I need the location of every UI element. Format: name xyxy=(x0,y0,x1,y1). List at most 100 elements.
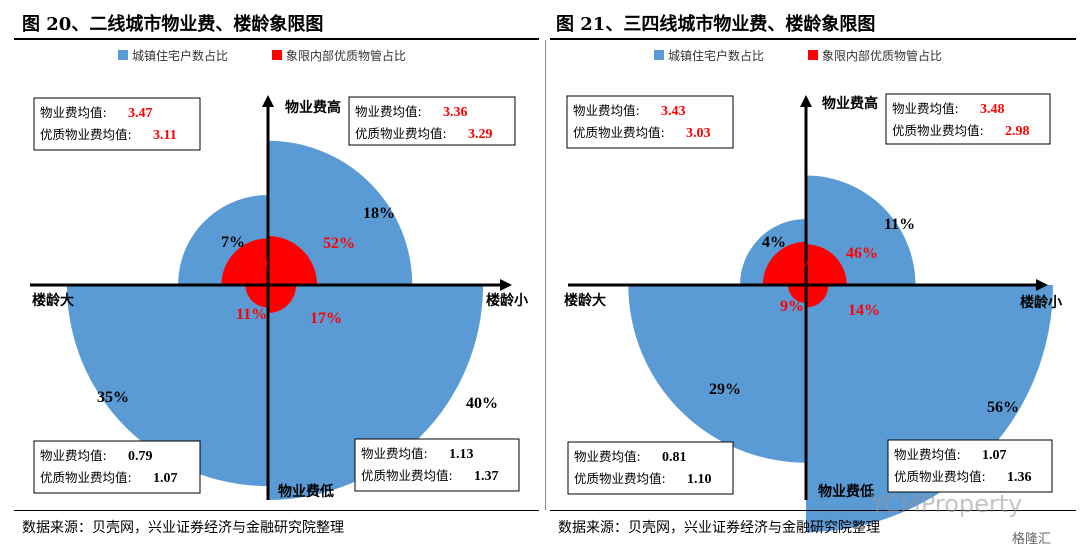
fee-box-frame xyxy=(33,440,201,494)
fee-label: 物业费均值: xyxy=(892,101,959,116)
quality-label-top-left: 52% xyxy=(782,256,814,273)
legend-swatch-quality xyxy=(808,50,818,60)
quality-fee-label: 优质物业费均值: xyxy=(573,125,665,140)
share-label-top-right: 18% xyxy=(363,205,395,222)
quality-fee-value: 3.03 xyxy=(686,126,711,141)
fee-value: 1.13 xyxy=(449,447,474,462)
quality-fee-label: 优质物业费均值: xyxy=(894,469,986,484)
axis-label-fee-high: 物业费高 xyxy=(822,95,878,112)
quality-label-top-left: 47% xyxy=(237,253,269,270)
quality-label-bottom-left: 9% xyxy=(780,298,804,315)
y-axis-arrow xyxy=(262,95,274,107)
share-label-bottom-right: 40% xyxy=(466,395,498,412)
fee-value: 0.79 xyxy=(128,449,153,464)
axis-label-fee-low: 物业费低 xyxy=(818,483,874,500)
axis-label-age-new: 楼龄小 xyxy=(1020,294,1062,311)
fee-value: 3.36 xyxy=(443,105,468,120)
title-rule xyxy=(14,38,539,40)
chart-title: 图 20、二线城市物业费、楼龄象限图 xyxy=(22,14,324,35)
quality-label-top-right: 46% xyxy=(846,245,878,262)
legend-label-share: 城镇住宅户数占比 xyxy=(132,48,228,63)
quality-fee-label: 优质物业费均值: xyxy=(355,126,447,141)
quality-fee-value: 2.98 xyxy=(1005,124,1030,139)
share-label-top-right: 11% xyxy=(884,216,915,233)
share-label-bottom-left: 35% xyxy=(97,389,129,406)
watermark-brand: YCMProperty xyxy=(870,490,1023,518)
quality-sector-bottom-right xyxy=(806,285,829,308)
fee-value: 3.47 xyxy=(128,106,153,121)
fee-label: 物业费均值: xyxy=(573,103,640,118)
fee-box-frame xyxy=(885,93,1051,145)
quality-fee-label: 优质物业费均值: xyxy=(361,468,453,483)
share-label-top-left: 7% xyxy=(221,234,245,251)
fee-box-frame xyxy=(33,97,201,151)
quality-fee-value: 1.37 xyxy=(474,469,499,484)
legend: 城镇住宅户数占比 象限内部优质物管占比 xyxy=(654,48,942,63)
watermark-corner: 格隆汇 xyxy=(1012,532,1052,547)
source-note: 数据来源：贝壳网，兴业证券经济与金融研究院整理 xyxy=(558,520,880,536)
fee-value: 1.07 xyxy=(982,448,1007,463)
x-axis-arrow xyxy=(500,279,512,291)
axis-label-age-new: 楼龄小 xyxy=(486,292,528,309)
quality-sector-top-right xyxy=(268,235,318,285)
legend-label-quality: 象限内部优质物管占比 xyxy=(822,48,942,63)
axis-label-age-old: 楼龄大 xyxy=(32,292,74,309)
fee-box-bottom-right: 物业费均值: 优质物业费均值: 1.131.37 xyxy=(354,438,520,492)
axes xyxy=(568,95,1048,500)
share-label-bottom-right: 56% xyxy=(987,399,1019,416)
legend-swatch-share xyxy=(118,50,128,60)
fee-box-frame xyxy=(887,439,1053,493)
quality-fee-label: 优质物业费均值: xyxy=(892,123,984,138)
quality-fee-value: 3.29 xyxy=(468,127,493,142)
axis-label-fee-low: 物业费低 xyxy=(278,483,334,500)
fee-box-bottom-right: 物业费均值: 优质物业费均值: 1.071.36 xyxy=(887,439,1053,493)
quality-fee-value: 1.36 xyxy=(1007,470,1032,485)
fee-box-bottom-left: 物业费均值: 优质物业费均值: 0.811.10 xyxy=(567,441,734,495)
fee-label: 物业费均值: xyxy=(894,447,961,462)
axis-label-fee-high: 物业费高 xyxy=(285,99,341,116)
axes xyxy=(30,95,512,500)
chart-panel-left: 图 20、二线城市物业费、楼龄象限图 城镇住宅户数占比 象限内部优质物管占比 物业费… xyxy=(14,14,539,536)
fee-box-top-left: 物业费均值: 优质物业费均值: 3.473.11 xyxy=(33,97,201,151)
share-sector-bottom-right xyxy=(806,285,1053,532)
fee-box-top-right: 物业费均值: 优质物业费均值: 3.482.98 xyxy=(885,93,1051,145)
legend-label-quality: 象限内部优质物管占比 xyxy=(286,48,406,63)
fee-value: 3.43 xyxy=(661,104,686,119)
fee-label: 物业费均值: xyxy=(361,446,428,461)
quality-fee-value: 1.10 xyxy=(687,472,712,487)
quality-fee-value: 1.07 xyxy=(153,471,178,486)
fee-box-bottom-left: 物业费均值: 优质物业费均值: 0.791.07 xyxy=(33,440,201,494)
quality-sector-bottom-left xyxy=(245,285,268,308)
source-note: 数据来源：贝壳网，兴业证券经济与金融研究院整理 xyxy=(22,520,344,536)
source-rule xyxy=(550,510,1076,511)
fee-label: 物业费均值: xyxy=(40,448,107,463)
legend-swatch-quality xyxy=(272,50,282,60)
quality-label-top-right: 52% xyxy=(323,235,355,252)
quality-sector-top-left xyxy=(221,238,268,285)
quality-sector-bottom-right xyxy=(268,285,297,314)
share-sector-bottom-left xyxy=(66,285,268,487)
quality-sector-top-right xyxy=(806,244,847,285)
fee-box-top-left: 物业费均值: 优质物业费均值: 3.433.03 xyxy=(566,95,734,149)
fee-box-frame xyxy=(354,438,520,492)
fee-box-top-right: 物业费均值: 优质物业费均值: 3.363.29 xyxy=(348,96,516,146)
source-rule xyxy=(14,510,539,511)
quality-label-bottom-left: 11% xyxy=(236,306,267,323)
quality-label-bottom-right: 17% xyxy=(310,310,342,327)
fee-box-frame xyxy=(348,96,516,146)
x-axis-arrow xyxy=(1036,279,1048,291)
quality-sector-top-left xyxy=(762,241,806,285)
share-label-top-left: 4% xyxy=(762,234,786,251)
fee-label: 物业费均值: xyxy=(355,104,422,119)
chart-title: 图 21、三四线城市物业费、楼龄象限图 xyxy=(556,14,876,35)
quality-fee-label: 优质物业费均值: xyxy=(40,127,132,142)
fee-value: 0.81 xyxy=(662,450,687,465)
quality-label-bottom-right: 14% xyxy=(848,302,880,319)
fee-label: 物业费均值: xyxy=(574,449,641,464)
share-sector-top-right xyxy=(268,140,413,285)
chart-panel-right: 图 21、三四线城市物业费、楼龄象限图 城镇住宅户数占比 象限内部优质物管占比物业… xyxy=(548,0,1080,551)
share-sector-bottom-left xyxy=(628,285,806,463)
fee-value: 3.48 xyxy=(980,102,1005,117)
